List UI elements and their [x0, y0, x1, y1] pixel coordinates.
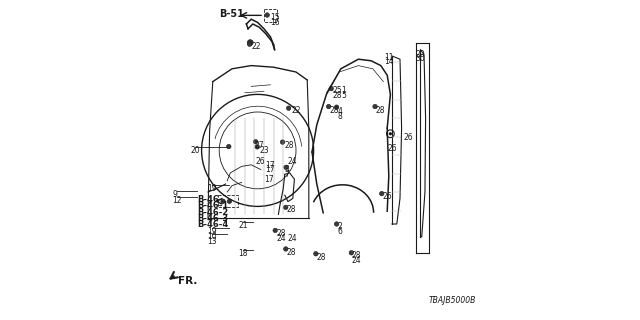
Circle shape	[227, 199, 232, 204]
Circle shape	[280, 140, 285, 144]
Text: 28: 28	[317, 253, 326, 262]
Circle shape	[372, 104, 378, 109]
Text: TBAJB5000B: TBAJB5000B	[429, 296, 476, 305]
Circle shape	[248, 40, 253, 45]
Text: 23: 23	[259, 146, 269, 155]
Text: B-46-4: B-46-4	[197, 220, 228, 229]
Circle shape	[334, 105, 339, 109]
Circle shape	[284, 205, 288, 210]
Circle shape	[314, 252, 318, 256]
Text: 28: 28	[277, 229, 286, 238]
Text: 13: 13	[207, 237, 217, 246]
Circle shape	[265, 13, 269, 17]
Text: 30: 30	[415, 54, 425, 63]
Text: 29: 29	[415, 50, 425, 59]
Text: 28: 28	[333, 91, 342, 100]
Text: 15: 15	[270, 13, 280, 22]
Text: 28: 28	[287, 248, 296, 257]
Text: 17: 17	[264, 175, 274, 184]
Text: 6: 6	[338, 227, 342, 236]
Circle shape	[221, 199, 225, 204]
Text: 24: 24	[352, 256, 362, 265]
Text: 7: 7	[285, 170, 290, 179]
Text: 16: 16	[270, 18, 280, 27]
Text: 26: 26	[256, 157, 266, 166]
Text: B-46-1: B-46-1	[197, 201, 228, 210]
Text: 27: 27	[254, 141, 264, 150]
Text: 1: 1	[341, 86, 346, 95]
Text: FR.: FR.	[178, 276, 198, 286]
Circle shape	[273, 228, 278, 233]
Circle shape	[253, 140, 258, 144]
Text: B-51: B-51	[219, 9, 244, 20]
Text: 17: 17	[266, 161, 275, 170]
Text: 19: 19	[207, 227, 217, 236]
Text: 28: 28	[330, 106, 339, 115]
Circle shape	[388, 132, 392, 135]
Circle shape	[326, 104, 331, 109]
Text: 24: 24	[277, 234, 287, 243]
Circle shape	[284, 247, 288, 251]
Circle shape	[329, 86, 333, 91]
Text: 24: 24	[288, 234, 298, 243]
Text: 10: 10	[207, 232, 217, 241]
Text: 24: 24	[288, 157, 298, 166]
Circle shape	[227, 144, 231, 149]
Text: 21: 21	[239, 221, 248, 230]
Text: 28: 28	[352, 251, 362, 260]
Text: 26: 26	[404, 133, 413, 142]
Text: 2: 2	[338, 222, 342, 231]
Circle shape	[255, 145, 260, 149]
Circle shape	[349, 251, 354, 255]
Bar	[218, 195, 239, 207]
Text: 14: 14	[384, 57, 394, 66]
Text: 22: 22	[251, 42, 260, 51]
Text: B-46-2: B-46-2	[197, 208, 228, 217]
Bar	[264, 9, 277, 22]
Circle shape	[248, 42, 252, 46]
Text: 28: 28	[376, 106, 385, 115]
Text: 22: 22	[291, 106, 301, 115]
Text: B-46: B-46	[197, 195, 218, 204]
Text: 8: 8	[338, 112, 342, 121]
Text: 20: 20	[191, 146, 200, 155]
Text: 26: 26	[383, 192, 392, 201]
Text: 26: 26	[387, 144, 397, 153]
Circle shape	[284, 165, 289, 170]
Circle shape	[334, 222, 339, 226]
Text: 3: 3	[285, 165, 290, 174]
Text: 11: 11	[384, 53, 394, 62]
Text: 4: 4	[338, 107, 343, 116]
Text: 28: 28	[287, 205, 296, 214]
Text: 19: 19	[207, 184, 217, 193]
Text: 25: 25	[333, 86, 342, 95]
Text: 5: 5	[341, 91, 346, 100]
Text: 28: 28	[285, 141, 294, 150]
Text: 17: 17	[266, 165, 275, 174]
Text: B-46-3: B-46-3	[197, 214, 228, 223]
Text: 12: 12	[172, 196, 182, 205]
Text: 9: 9	[172, 190, 177, 199]
Text: 18: 18	[239, 249, 248, 258]
Circle shape	[380, 191, 384, 196]
Circle shape	[287, 106, 291, 110]
